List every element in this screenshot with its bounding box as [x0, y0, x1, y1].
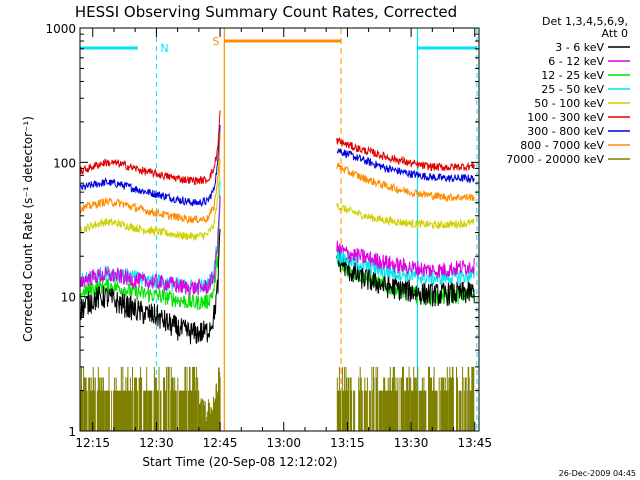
legend-entry-3: 25 - 50 keV: [541, 83, 604, 96]
x-tick-label-3: 13:00: [266, 436, 301, 450]
y-axis-label: Corrected Count Rate (s⁻¹ detector⁻¹): [21, 116, 35, 342]
series-1: [79, 195, 475, 296]
legend-header-2: Att 0: [602, 27, 628, 40]
footer-date: 26-Dec-2009 04:45: [559, 469, 636, 478]
legend-entry-5: 100 - 300 keV: [527, 111, 604, 124]
y-axis: 1 10 100 1000: [45, 22, 479, 439]
x-tick-label-5: 13:30: [394, 436, 429, 450]
chart-title: HESSI Observing Summary Count Rates, Cor…: [75, 3, 457, 21]
series-line-1-post: [336, 240, 475, 279]
plot-frame: [79, 27, 480, 432]
y-tick-label-3: 1000: [45, 22, 76, 36]
y-tick-label-0: 1: [68, 425, 76, 439]
x-axis-label: Start Time (20-Sep-08 12:12:02): [142, 455, 337, 469]
legend-entry-8: 7000 - 20000 keV: [506, 153, 604, 166]
series-4: [79, 158, 475, 241]
x-tick-label-4: 13:15: [330, 436, 365, 450]
night-label-n: N: [160, 42, 168, 55]
series-6: [79, 124, 475, 208]
legend-entry-0: 3 - 6 keV: [555, 41, 604, 54]
series-line-3-post: [336, 247, 475, 286]
series-line-6-post: [336, 147, 475, 184]
x-axis: 12:15 12:30 12:45 13:00 13:15 13:30 13:45: [75, 28, 492, 450]
series-line-4-post: [336, 203, 475, 231]
series-line-7-pre: [79, 133, 221, 225]
series-7: [79, 133, 475, 225]
series-5: [79, 110, 475, 186]
saa-label-s: S: [212, 35, 219, 48]
y-tick-label-2: 100: [53, 156, 76, 170]
legend-entry-6: 300 - 800 keV: [527, 125, 604, 138]
series-line-5-post: [336, 136, 475, 173]
y-tick-label-1: 10: [61, 291, 76, 305]
series-line-4-pre: [79, 158, 221, 241]
series-line-0-pre: [79, 229, 221, 345]
x-tick-label-0: 12:15: [75, 436, 110, 450]
series-line-8-post: [336, 366, 475, 431]
series-line-5-pre: [79, 110, 221, 186]
series-line-7-post: [336, 162, 475, 203]
legend-entry-2: 12 - 25 keV: [541, 69, 604, 82]
x-tick-label-1: 12:30: [139, 436, 174, 450]
series-line-6-pre: [79, 124, 221, 208]
legend-entry-4: 50 - 100 keV: [534, 97, 604, 110]
series-layer: [79, 110, 475, 431]
series-line-1-pre: [79, 195, 221, 296]
legend-header-1: Det 1,3,4,5,6,9,: [542, 15, 628, 28]
x-tick-label-6: 13:45: [457, 436, 492, 450]
legend-entry-1: 6 - 12 keV: [548, 55, 604, 68]
x-tick-label-2: 12:45: [203, 436, 238, 450]
legend-entry-7: 800 - 7000 keV: [520, 139, 604, 152]
